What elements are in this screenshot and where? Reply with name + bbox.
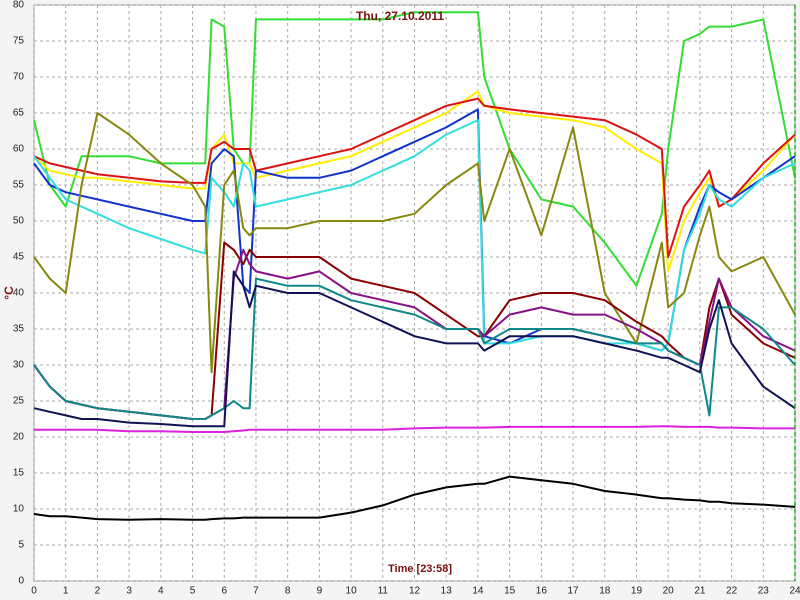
x-tick-label: 5	[190, 586, 196, 597]
y-tick-label: 60	[13, 144, 25, 155]
x-tick-label: 0	[31, 586, 37, 597]
y-tick-label: 30	[13, 360, 25, 371]
x-tick-label: 16	[536, 586, 548, 597]
x-tick-label: 20	[663, 586, 675, 597]
y-tick-label: 75	[13, 36, 25, 47]
y-tick-label: 65	[13, 108, 25, 119]
x-tick-label: 17	[567, 586, 579, 597]
series-line	[33, 97, 796, 258]
y-tick-label: 45	[13, 252, 25, 263]
x-tick-label: 9	[317, 586, 323, 597]
series-line	[34, 425, 795, 433]
lines	[33, 11, 796, 521]
x-tick-label: 18	[599, 586, 611, 597]
series-line	[33, 475, 796, 521]
series-line	[33, 270, 796, 428]
x-tick-label: 7	[253, 586, 259, 597]
x-tick-label: 8	[285, 586, 291, 597]
x-tick-label: 13	[441, 586, 453, 597]
x-tick-label: 10	[346, 586, 358, 597]
y-axis-label: °C	[2, 286, 16, 300]
x-tick-label: 12	[409, 586, 421, 597]
x-tick-label: 22	[726, 586, 738, 597]
series-line	[33, 277, 796, 420]
x-tick-label: 19	[631, 586, 643, 597]
y-tick-label: 20	[13, 432, 25, 443]
series-line	[33, 112, 796, 374]
x-tick-label: 23	[758, 586, 770, 597]
y-tick-label: 25	[13, 396, 25, 407]
y-tick-label: 35	[13, 324, 25, 335]
x-tick-label: 1	[63, 586, 69, 597]
grid	[33, 4, 796, 582]
x-tick-label: 3	[126, 586, 132, 597]
y-tick-label: 80	[13, 0, 25, 11]
series-line	[33, 90, 796, 273]
y-tick-label: 70	[13, 72, 25, 83]
y-tick-label: 50	[13, 216, 25, 227]
y-tick-label: 10	[13, 504, 25, 515]
chart-title: Thu, 27.10.2011	[356, 9, 444, 23]
y-tick-label: 15	[13, 468, 25, 479]
x-axis-label: Time [23:58]	[388, 563, 452, 575]
x-tick-label: 15	[504, 586, 516, 597]
x-tick-label: 24	[789, 586, 800, 597]
y-tick-label: 55	[13, 180, 25, 191]
y-tick-label: 40	[13, 288, 25, 299]
x-tick-label: 11	[378, 586, 389, 597]
y-tick-label: 5	[18, 540, 24, 551]
x-tick-label: 21	[694, 586, 706, 597]
y-tick-label: 0	[18, 576, 24, 587]
x-tick-label: 14	[472, 586, 484, 597]
x-tick-label: 6	[221, 586, 227, 597]
series-line	[33, 119, 796, 352]
x-tick-label: 2	[95, 586, 101, 597]
x-tick-label: 4	[158, 586, 164, 597]
